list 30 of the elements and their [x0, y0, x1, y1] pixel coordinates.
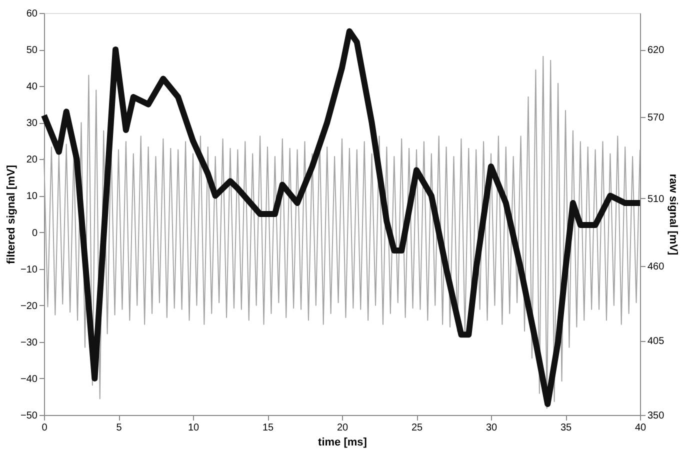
y2-tick-label: 405: [648, 336, 665, 348]
y2-tick-label: 570: [648, 112, 665, 124]
x-tick-label: 10: [188, 422, 200, 434]
y-tick-label: −10: [20, 264, 38, 276]
y2-axis-title: raw signal [mV]: [667, 174, 680, 256]
y-tick-label: 40: [26, 82, 38, 93]
y2-tick-label: 620: [648, 45, 665, 56]
y-tick-label: −30: [20, 337, 38, 348]
x-tick-label: 35: [560, 422, 572, 434]
y2-tick-label: 510: [648, 194, 665, 205]
x-tick-label: 0: [42, 422, 48, 434]
y-tick-label: 50: [26, 45, 38, 56]
x-tick-label: 20: [336, 422, 348, 434]
y-tick-label: 60: [26, 8, 38, 20]
y-tick-label: 30: [26, 118, 38, 130]
y-tick-label: −40: [20, 374, 38, 385]
y-tick-label: −50: [20, 410, 38, 422]
y-tick-label: −20: [20, 300, 38, 312]
x-tick-label: 5: [116, 422, 122, 434]
y-tick-label: 20: [26, 154, 38, 166]
y2-tick-label: 350: [648, 410, 665, 422]
x-tick-label: 40: [634, 422, 646, 434]
x-tick-label: 30: [486, 422, 498, 434]
y-tick-label: 0: [32, 228, 38, 239]
x-tick-label: 15: [262, 422, 274, 434]
y-tick-label: 10: [26, 191, 38, 202]
y2-tick-label: 460: [648, 262, 665, 273]
x-axis-title: time [ms]: [318, 436, 368, 448]
x-tick-label: 25: [411, 422, 423, 434]
y-axis-title: filtered signal [mV]: [6, 164, 18, 264]
